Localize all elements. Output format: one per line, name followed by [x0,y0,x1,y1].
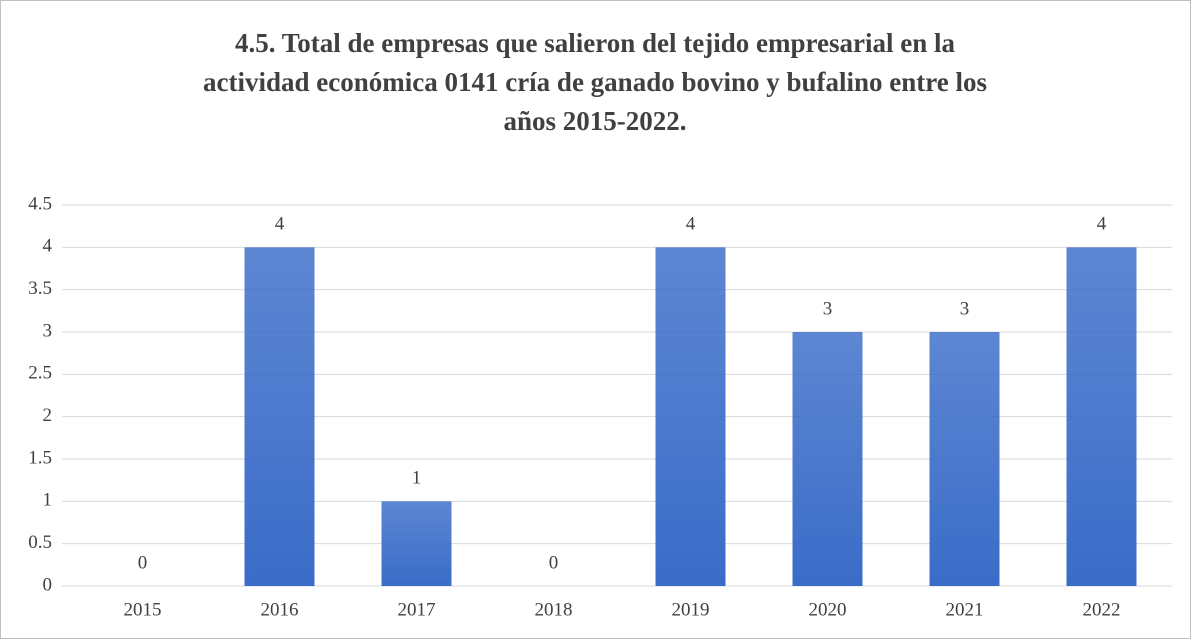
bar [792,332,863,586]
x-tick-label: 2015 [124,599,162,620]
bar [929,332,1000,586]
y-tick-label: 2.5 [28,363,52,384]
data-label: 0 [138,552,148,573]
bar [381,501,452,586]
x-tick-label: 2019 [672,599,710,620]
bar [1066,247,1137,587]
data-label: 3 [823,298,833,319]
chart-title: actividad económica 0141 cría de ganado … [203,67,987,97]
x-tick-label: 2018 [535,599,573,620]
bar [244,247,315,587]
y-tick-label: 4 [43,236,53,257]
data-label: 0 [549,552,559,573]
chart-title: 4.5. Total de empresas que salieron del … [235,28,955,58]
y-tick-label: 3.5 [28,278,52,299]
y-tick-label: 1.5 [28,447,52,468]
data-label: 4 [275,214,285,235]
y-tick-label: 3 [43,320,53,341]
y-tick-label: 1 [43,490,53,511]
y-tick-label: 4.5 [28,193,52,214]
chart-title: años 2015-2022. [503,106,686,136]
data-label: 4 [1097,214,1107,235]
y-tick-label: 0.5 [28,532,52,553]
y-tick-label: 2 [43,405,53,426]
data-label: 4 [686,214,696,235]
bar [655,247,726,587]
y-tick-label: 0 [43,574,53,595]
data-label: 3 [960,298,970,319]
x-tick-label: 2022 [1083,599,1121,620]
x-tick-label: 2017 [398,599,436,620]
x-tick-label: 2021 [946,599,984,620]
x-tick-label: 2016 [261,599,299,620]
x-tick-label: 2020 [809,599,847,620]
data-label: 1 [412,468,422,489]
